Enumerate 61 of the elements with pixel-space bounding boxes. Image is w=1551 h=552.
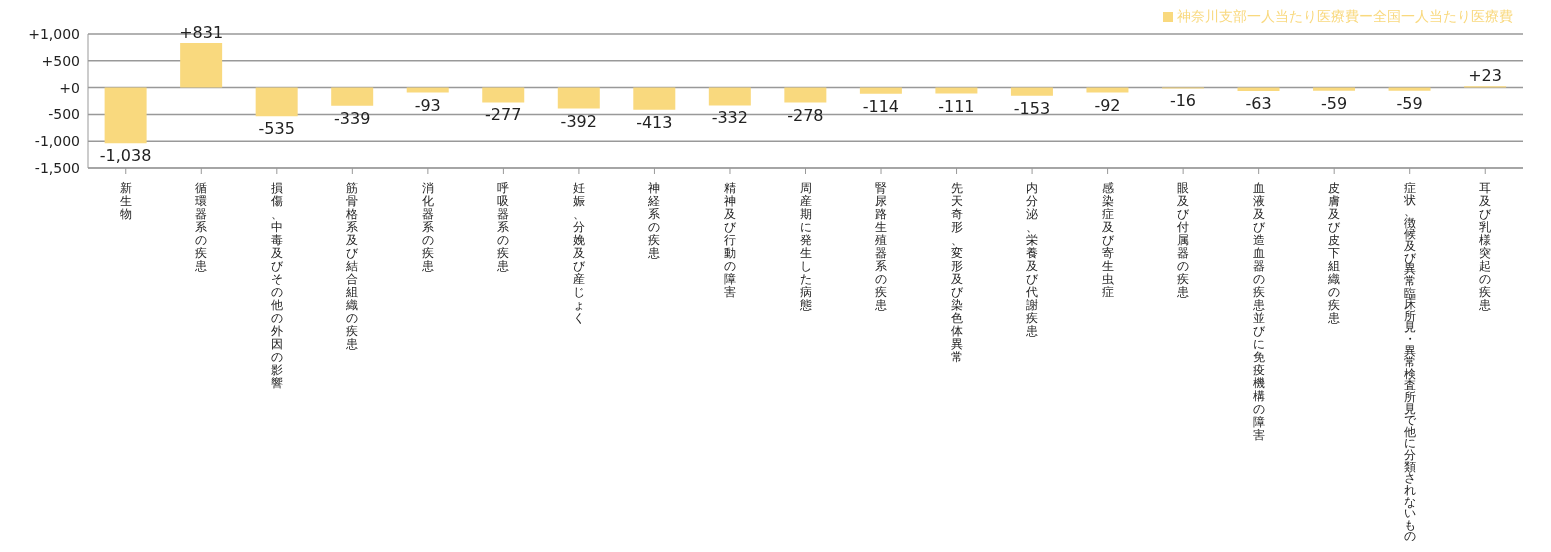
x-tick-label: 新生物 bbox=[119, 181, 132, 221]
data-label: -16 bbox=[1169, 91, 1197, 111]
y-tick-label: -1,000 bbox=[34, 133, 80, 150]
bar bbox=[180, 43, 223, 88]
data-label: -153 bbox=[1013, 98, 1051, 118]
legend-label: 神奈川支部一人当たり医療費ー全国一人当たり医療費 bbox=[1177, 8, 1513, 24]
bar bbox=[633, 87, 676, 110]
data-label: -277 bbox=[485, 105, 522, 125]
category-label: 症状、徴候及び異常臨床所見・異常検査所見で他に分類されないもの bbox=[1403, 181, 1416, 544]
bar bbox=[406, 87, 449, 93]
y-tick-label: +500 bbox=[41, 52, 80, 69]
category-label: 周産期に発生した病態 bbox=[799, 181, 812, 312]
category-label: 耳及び乳様突起の疾患 bbox=[1479, 181, 1492, 312]
category-label: 筋骨格系及び結合組織の疾患 bbox=[346, 181, 359, 351]
data-label: -63 bbox=[1245, 93, 1272, 113]
category-label: 先天奇形、変形及び染色体異常 bbox=[950, 181, 963, 364]
bar bbox=[708, 87, 751, 106]
data-label: -392 bbox=[560, 111, 597, 131]
data-label: -93 bbox=[414, 95, 441, 115]
x-tick-label: 神経系の疾患 bbox=[647, 181, 661, 260]
bar bbox=[331, 87, 374, 106]
data-label: -339 bbox=[334, 108, 371, 128]
data-label: -1,038 bbox=[99, 146, 152, 166]
bar bbox=[255, 87, 298, 117]
category-label: 精神及び行動の障害 bbox=[723, 181, 736, 299]
bar bbox=[1313, 87, 1356, 91]
bar bbox=[935, 87, 978, 94]
y-tick-label: +1,000 bbox=[28, 25, 80, 42]
bar bbox=[557, 87, 600, 109]
bar bbox=[1086, 87, 1129, 93]
category-label: 妊娠、分娩及び産じょく bbox=[572, 181, 585, 325]
data-label: -59 bbox=[1320, 93, 1348, 113]
bar bbox=[1388, 87, 1431, 91]
data-label: +23 bbox=[1468, 66, 1502, 86]
bar bbox=[104, 87, 147, 144]
data-label: -535 bbox=[258, 119, 295, 139]
data-label: -114 bbox=[862, 96, 900, 116]
x-tick-label: 循環器系の疾患 bbox=[194, 181, 208, 273]
category-label: 血液及び造血器の疾患並びに免疫機構の障害 bbox=[1252, 181, 1265, 442]
x-tick-label: 消化器系の疾患 bbox=[420, 181, 434, 273]
data-label: -413 bbox=[636, 112, 673, 132]
data-label: -111 bbox=[938, 96, 975, 116]
category-label: 皮膚及び皮下組織の疾患 bbox=[1328, 181, 1341, 325]
data-label: -278 bbox=[787, 105, 824, 125]
category-label: 感染症及び寄生虫症 bbox=[1101, 181, 1114, 299]
x-tick-label: 呼吸器系の疾患 bbox=[496, 181, 510, 273]
data-label: -92 bbox=[1094, 95, 1121, 115]
category-label: 腎尿路生殖器系の疾患 bbox=[875, 181, 888, 312]
y-tick-label: -500 bbox=[48, 106, 80, 123]
category-label: 眼及び付属器の疾患 bbox=[1177, 181, 1190, 299]
data-label: +831 bbox=[179, 23, 224, 43]
category-label: 内分泌、栄養及び代謝疾患 bbox=[1026, 181, 1039, 338]
data-label: -59 bbox=[1396, 93, 1423, 113]
y-tick-label: +0 bbox=[59, 79, 80, 96]
bar bbox=[859, 87, 902, 94]
category-label: 損傷、中毒及びその他の外因の影響 bbox=[270, 181, 283, 390]
bar bbox=[482, 87, 525, 103]
y-tick-label: -1,500 bbox=[34, 159, 80, 176]
bar bbox=[784, 87, 827, 103]
data-label: -332 bbox=[711, 108, 748, 128]
bar bbox=[1010, 87, 1053, 96]
